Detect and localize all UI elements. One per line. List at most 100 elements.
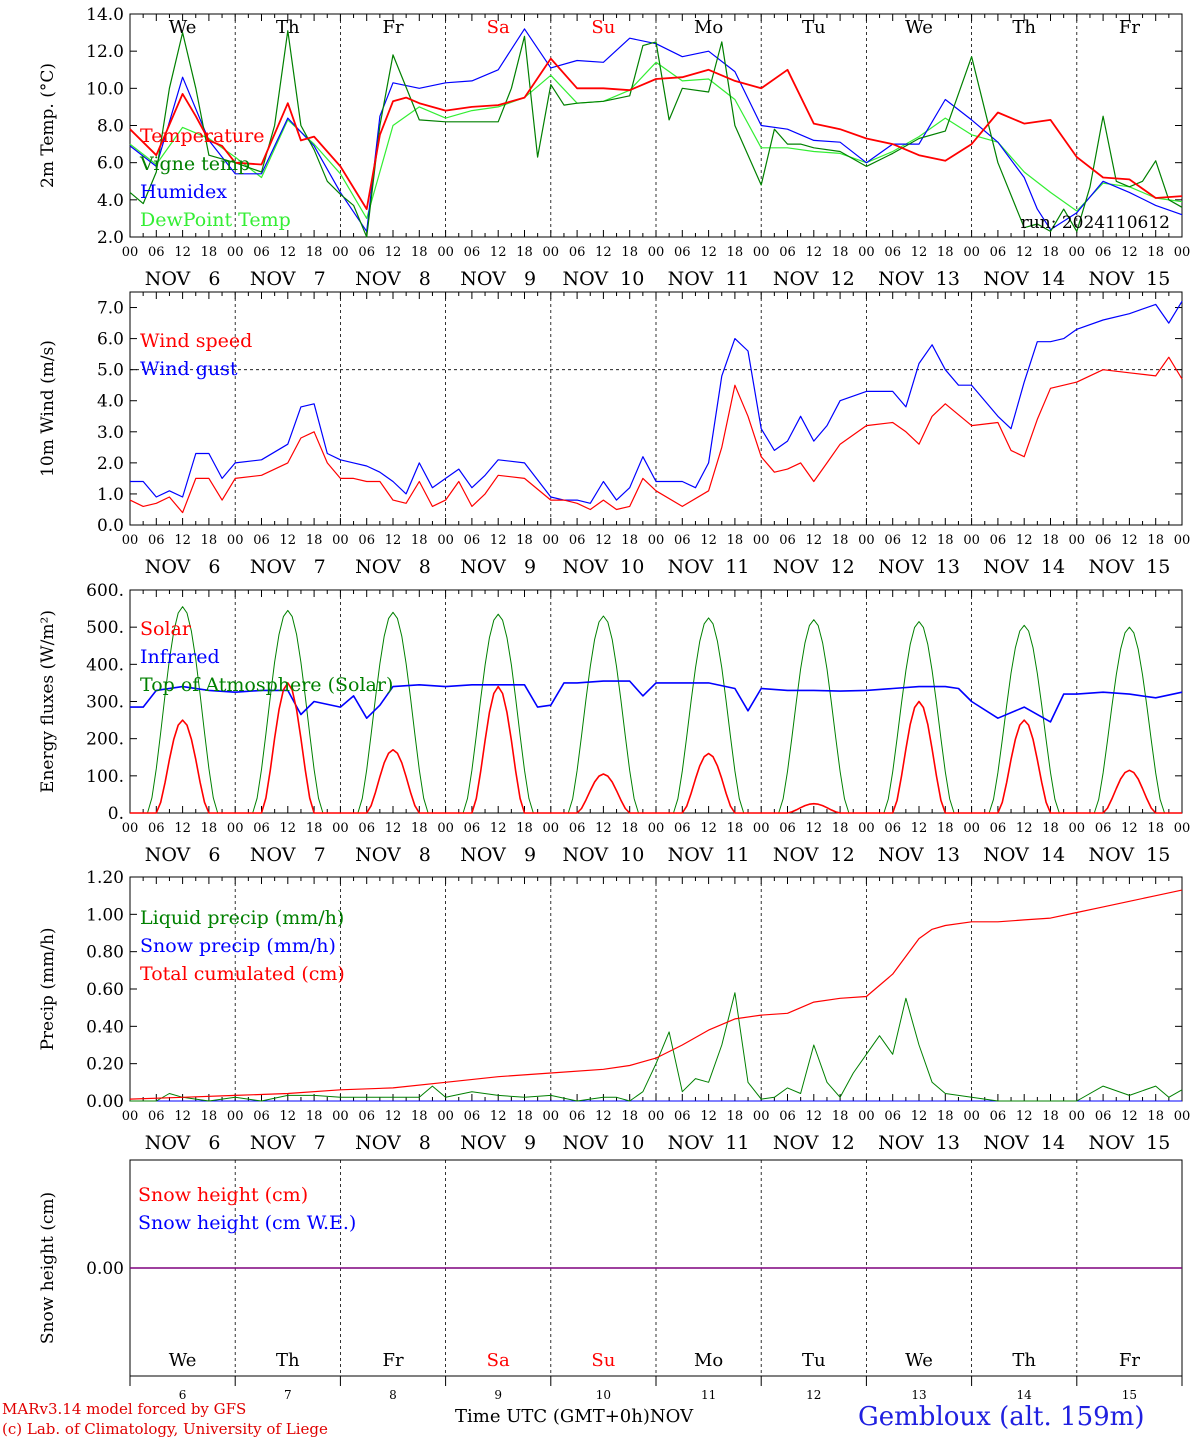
- hour-tick-label: 12: [806, 533, 823, 548]
- y-tick-label: 0.80: [86, 943, 124, 963]
- date-label: NOV 11: [668, 844, 750, 866]
- hour-tick-label: 06: [1095, 821, 1112, 836]
- hour-tick-label: 18: [1042, 821, 1059, 836]
- date-label: NOV 9: [460, 844, 536, 866]
- hour-tick-label: 00: [332, 1109, 349, 1124]
- date-label: NOV 15: [1088, 268, 1170, 290]
- date-label: NOV 9: [460, 556, 536, 578]
- y-tick-label: 400.: [86, 655, 124, 675]
- hour-tick-label: 12: [280, 1109, 297, 1124]
- month-label: NOV: [649, 1406, 694, 1427]
- hour-tick-label: 00: [122, 821, 139, 836]
- y-tick-label: 2.0: [97, 228, 124, 248]
- hour-tick-label: 12: [280, 821, 297, 836]
- date-label: NOV 13: [878, 556, 960, 578]
- y-tick-label: 7.0: [97, 299, 124, 319]
- panel-5: 0.00 Snow height (cm) We 6 Th 7 Fr 8 Sa 9 Su 10 Mo 11…: [38, 1159, 1183, 1402]
- hour-tick-label: 12: [1121, 821, 1138, 836]
- date-label: NOV 7: [250, 844, 326, 866]
- hour-tick-label: 06: [148, 1109, 165, 1124]
- hour-tick-label: 00: [753, 1109, 770, 1124]
- hour-tick-label: 12: [806, 1109, 823, 1124]
- hour-tick-label: 00: [543, 1109, 560, 1124]
- hour-tick-label: 18: [516, 1109, 533, 1124]
- y-tick-label: 1.20: [86, 868, 124, 888]
- y-tick-label: 500.: [86, 618, 124, 638]
- day-name-label: Mo: [694, 17, 723, 38]
- y-tick-label: 300.: [86, 693, 124, 713]
- date-label: NOV 10: [562, 1132, 644, 1154]
- hour-tick-label: 12: [911, 821, 928, 836]
- hour-tick-label: 18: [1147, 533, 1164, 548]
- y-tick-label: 5.0: [97, 361, 124, 381]
- hour-tick-label: 12: [490, 533, 507, 548]
- lab-credit: (c) Lab. of Climatology, University of L…: [2, 1420, 328, 1438]
- hour-tick-label: 18: [621, 245, 638, 260]
- hour-tick-label: 18: [306, 245, 323, 260]
- date-label: NOV 6: [145, 844, 221, 866]
- y-axis-title: 10m Wind (m/s): [38, 340, 58, 477]
- hour-tick-label: 00: [858, 245, 875, 260]
- hour-tick-label: 06: [358, 1109, 375, 1124]
- hour-tick-label: 18: [201, 1109, 218, 1124]
- y-tick-label: 4.0: [97, 392, 124, 412]
- hour-tick-label: 12: [174, 1109, 191, 1124]
- date-label: NOV 15: [1088, 1132, 1170, 1154]
- legend-entry: Temperature: [140, 125, 264, 147]
- date-label: NOV 11: [668, 268, 750, 290]
- hour-tick-label: 12: [700, 821, 717, 836]
- hour-tick-label: 12: [1121, 533, 1138, 548]
- y-tick-label: 100.: [86, 767, 124, 787]
- date-label: NOV 7: [250, 1132, 326, 1154]
- hour-tick-label: 12: [595, 245, 612, 260]
- hour-tick-label: 12: [174, 245, 191, 260]
- day-name-label: Fr: [1119, 1350, 1140, 1371]
- day-name-label: We: [169, 1350, 197, 1371]
- date-label: NOV 8: [355, 844, 431, 866]
- day-number-label: 12: [806, 1388, 821, 1402]
- day-name-label: We: [905, 1350, 933, 1371]
- hour-tick-label: 18: [201, 821, 218, 836]
- hour-tick-label: 12: [806, 245, 823, 260]
- y-tick-label: 14.0: [86, 5, 124, 25]
- hour-tick-label: 06: [358, 821, 375, 836]
- hour-tick-label: 00: [1174, 533, 1191, 548]
- day-number-label: 14: [1017, 1388, 1033, 1402]
- hour-tick-label: 18: [832, 245, 849, 260]
- hour-tick-label: 06: [253, 245, 270, 260]
- legend-entry: Vigne temp: [139, 153, 250, 175]
- day-name-label: Fr: [382, 17, 403, 38]
- hour-tick-label: 12: [490, 821, 507, 836]
- hour-tick-label: 12: [385, 533, 402, 548]
- hour-tick-label: 00: [332, 245, 349, 260]
- hour-tick-label: 18: [621, 1109, 638, 1124]
- model-credit: MARv3.14 model forced by GFS: [2, 1400, 247, 1418]
- hour-tick-label: 12: [174, 821, 191, 836]
- date-label: NOV 13: [878, 1132, 960, 1154]
- series-infrared: [130, 680, 1183, 723]
- hour-tick-label: 06: [779, 1109, 796, 1124]
- hour-tick-label: 00: [1174, 245, 1191, 260]
- hour-tick-label: 18: [411, 245, 428, 260]
- hour-tick-label: 18: [832, 1109, 849, 1124]
- day-name-label: We: [905, 17, 933, 38]
- hour-tick-label: 06: [779, 533, 796, 548]
- hour-tick-label: 00: [753, 245, 770, 260]
- hour-tick-label: 00: [332, 533, 349, 548]
- date-label: NOV 7: [250, 556, 326, 578]
- date-label: NOV 14: [983, 1132, 1065, 1154]
- hour-tick-label: 12: [1121, 245, 1138, 260]
- date-label: NOV 10: [562, 268, 644, 290]
- hour-tick-label: 00: [648, 245, 665, 260]
- day-number-label: 13: [911, 1388, 926, 1402]
- hour-tick-label: 06: [148, 821, 165, 836]
- legend-entry: Snow precip (mm/h): [140, 935, 336, 957]
- day-name-label: Fr: [382, 1350, 403, 1371]
- hour-tick-label: 12: [490, 245, 507, 260]
- series-vigne-temp: [129, 30, 1183, 238]
- hour-tick-label: 06: [884, 245, 901, 260]
- hour-tick-label: 06: [253, 821, 270, 836]
- y-tick-label: 1.00: [86, 905, 124, 925]
- hour-tick-label: 12: [806, 821, 823, 836]
- hour-tick-label: 12: [911, 245, 928, 260]
